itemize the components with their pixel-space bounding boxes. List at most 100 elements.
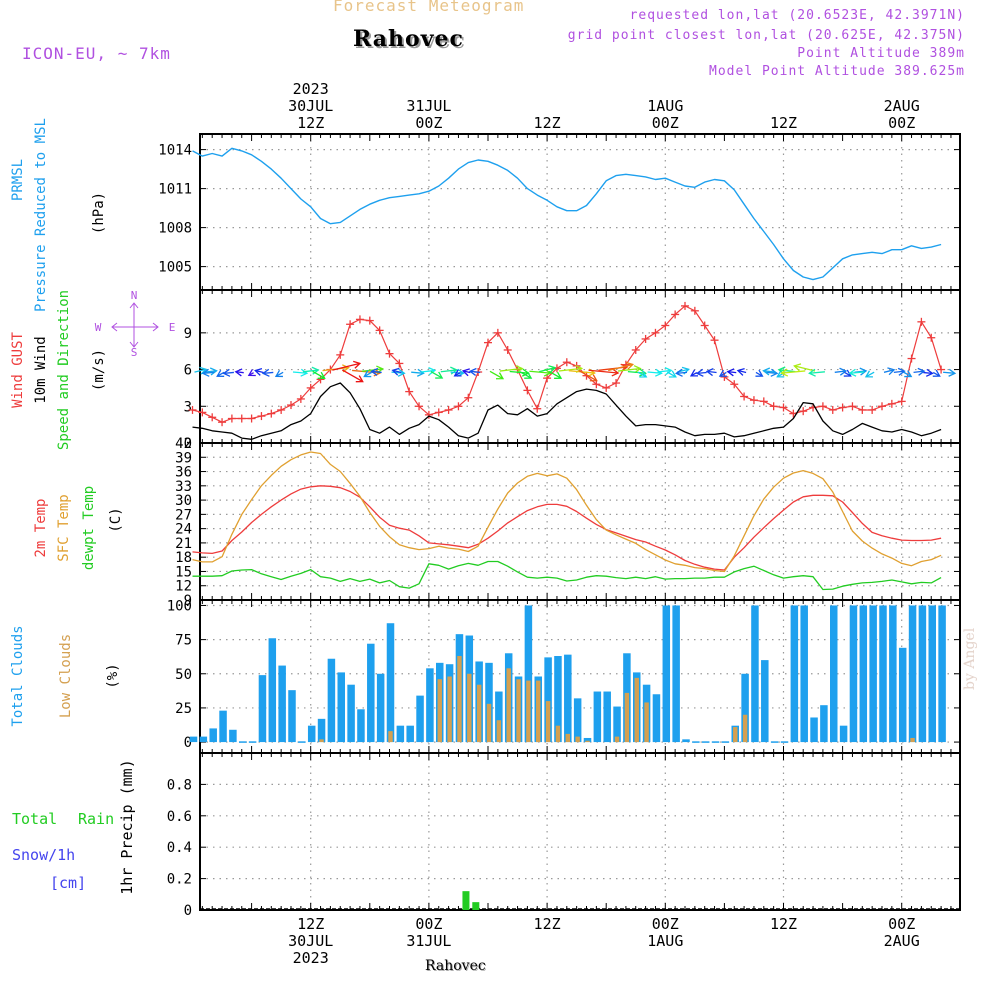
clouds-ytick-label: 50 [175, 667, 192, 683]
gust-marker [316, 375, 325, 384]
wind-arrow [391, 368, 406, 377]
wind-arrow-head [391, 367, 400, 376]
gust-marker [641, 334, 650, 343]
gust-marker [493, 328, 502, 337]
low-cloud-bar [565, 733, 570, 743]
gust-marker [878, 402, 886, 411]
bottom-time-label: 00Z [415, 915, 442, 933]
clouds-ytick-label: 75 [175, 633, 192, 649]
wind-arrow-shaft [255, 369, 264, 374]
wind-arrow-shaft [202, 371, 215, 374]
wind-arrow-head [428, 367, 437, 376]
total-clouds-label: Total Clouds [10, 625, 26, 726]
total-cloud-bar [426, 668, 434, 743]
wind-arrow-shaft [558, 367, 582, 372]
gust-marker [897, 397, 906, 406]
wind-arrow-shaft [781, 370, 806, 374]
wind-arrow [539, 365, 557, 373]
wind-arrow [627, 368, 647, 377]
temperature-ytick-label: 15 [175, 564, 192, 580]
wind-arrow-shaft [883, 369, 895, 373]
wind-arrow-shaft [223, 371, 234, 375]
pressure-label-long: Pressure Reduced to MSL [33, 118, 49, 312]
wind-arrow-shaft [469, 370, 481, 374]
low-cloud-bar [486, 703, 492, 743]
wind-arrow [312, 370, 326, 379]
wind-arrow-head [625, 361, 635, 370]
wind-arrow [657, 367, 673, 376]
wind-arrow-head [199, 366, 208, 375]
wind-arrow-head [416, 368, 425, 377]
compass-arrow-e [152, 322, 159, 332]
wind-arrow-head [524, 371, 533, 379]
gust-marker [562, 358, 571, 367]
wind-arrow-head [808, 368, 816, 377]
compass-n: N [131, 289, 138, 302]
total-cloud-bar [889, 605, 897, 743]
wind-arrow-head [664, 367, 673, 376]
total-cloud-bar [849, 605, 858, 743]
total-cloud-bar [869, 605, 877, 743]
total-cloud-bar [386, 623, 395, 743]
wind-arrow [695, 368, 707, 377]
gust-marker [937, 365, 946, 374]
wind-arrow-head [201, 368, 210, 377]
gust-marker [198, 408, 207, 417]
gust-marker [188, 405, 197, 414]
low-cloud-bar [506, 668, 511, 743]
wind-arrow [923, 368, 934, 377]
wind-arrow-head [917, 367, 926, 376]
pressure-ytick-label: 1005 [158, 260, 192, 276]
gust-marker [218, 418, 227, 427]
total-cloud-bar [367, 643, 375, 743]
wind-arrow-shaft [666, 371, 677, 378]
sfc-temp-label: SFC Temp [56, 494, 72, 561]
total-cloud-bar [603, 691, 611, 743]
wind-arrow-shaft [865, 371, 875, 378]
clouds-ytick-label: 100 [167, 598, 192, 614]
wind-arrow [943, 368, 957, 377]
wind-arrow [453, 369, 462, 377]
gust-marker [612, 379, 621, 388]
wind-arrow-shaft [647, 371, 662, 374]
temperature-ytick-label: 42 [175, 436, 192, 452]
wind-line [192, 382, 942, 440]
wind-arrow [292, 368, 309, 377]
wind-arrow-head [839, 367, 848, 376]
gust-marker [484, 338, 492, 347]
top-time-label: 12Z [770, 114, 797, 132]
wind-arrow-head [770, 368, 779, 377]
gust-marker [602, 383, 611, 392]
wind-arrow-shaft [292, 371, 308, 374]
top-time-label: 00Z [888, 114, 915, 132]
pressure-unit: (hPa) [91, 192, 107, 234]
total-cloud-bar [672, 605, 680, 743]
wind-arrow-shaft [529, 370, 551, 374]
gust-marker [296, 394, 305, 403]
total-cloud-bar [839, 725, 848, 743]
wind-arrow-shaft [809, 371, 825, 374]
temperature-ytick-label: 18 [175, 550, 192, 566]
low-cloud-bar [644, 702, 649, 743]
wind-arrow-shaft [617, 367, 641, 372]
wind-arrow-head [864, 370, 873, 378]
gust-marker [749, 396, 758, 405]
wind-arrow [222, 368, 234, 377]
wind-arrow [718, 369, 727, 377]
bottom-time-label: 2AUG [884, 932, 920, 950]
precipitation-frame [199, 752, 961, 911]
bottom-time-label: 12Z [297, 915, 324, 933]
precipitation-ytick-label: 0.4 [167, 840, 192, 856]
gust-marker [267, 409, 276, 418]
wind-arrow-shaft [834, 370, 846, 373]
total-cloud-bar [495, 691, 503, 743]
pressure-label-short: PRMSL [10, 159, 26, 201]
wind-label: 10m Wind [33, 336, 49, 403]
top-time-label: 2023 [293, 80, 329, 98]
compass-arrow-w [111, 322, 118, 332]
wind-arrow-head [468, 367, 477, 376]
gust-marker [227, 414, 236, 423]
bottom-time-label: 00Z [652, 915, 679, 933]
wind-arrow-shaft [363, 371, 373, 378]
wind-direction-label: Speed and Direction [56, 290, 72, 450]
